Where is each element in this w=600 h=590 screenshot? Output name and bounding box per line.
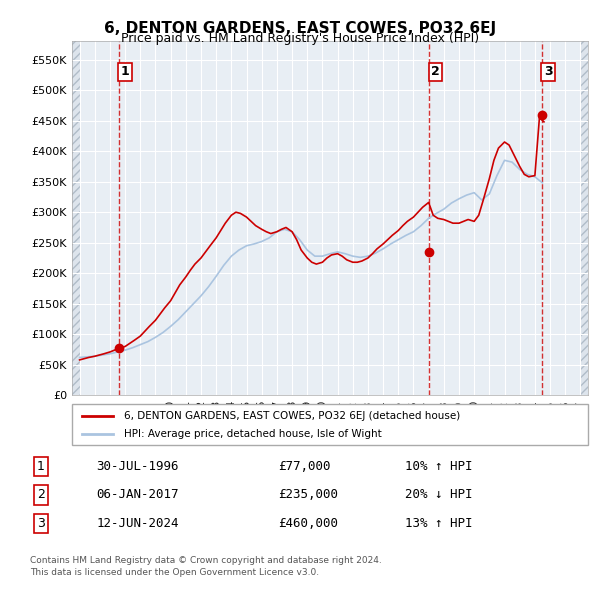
Bar bbox=[580, 41, 588, 395]
Text: 10% ↑ HPI: 10% ↑ HPI bbox=[406, 460, 473, 473]
Text: 3: 3 bbox=[544, 65, 553, 78]
Text: £77,000: £77,000 bbox=[278, 460, 331, 473]
Text: 6, DENTON GARDENS, EAST COWES, PO32 6EJ (detached house): 6, DENTON GARDENS, EAST COWES, PO32 6EJ … bbox=[124, 411, 460, 421]
Text: This data is licensed under the Open Government Licence v3.0.: This data is licensed under the Open Gov… bbox=[30, 568, 319, 576]
Text: Price paid vs. HM Land Registry's House Price Index (HPI): Price paid vs. HM Land Registry's House … bbox=[121, 32, 479, 45]
Text: 6, DENTON GARDENS, EAST COWES, PO32 6EJ: 6, DENTON GARDENS, EAST COWES, PO32 6EJ bbox=[104, 21, 496, 35]
Text: 20% ↓ HPI: 20% ↓ HPI bbox=[406, 489, 473, 502]
FancyBboxPatch shape bbox=[72, 404, 588, 445]
Text: HPI: Average price, detached house, Isle of Wight: HPI: Average price, detached house, Isle… bbox=[124, 429, 382, 439]
Text: £235,000: £235,000 bbox=[278, 489, 338, 502]
Text: 12-JUN-2024: 12-JUN-2024 bbox=[96, 517, 179, 530]
Text: 2: 2 bbox=[37, 489, 45, 502]
Text: 30-JUL-1996: 30-JUL-1996 bbox=[96, 460, 179, 473]
Text: 1: 1 bbox=[37, 460, 45, 473]
Text: £460,000: £460,000 bbox=[278, 517, 338, 530]
Bar bbox=[72, 41, 80, 395]
Text: 06-JAN-2017: 06-JAN-2017 bbox=[96, 489, 179, 502]
Text: 3: 3 bbox=[37, 517, 45, 530]
Text: 13% ↑ HPI: 13% ↑ HPI bbox=[406, 517, 473, 530]
Text: Contains HM Land Registry data © Crown copyright and database right 2024.: Contains HM Land Registry data © Crown c… bbox=[30, 556, 382, 565]
Text: 2: 2 bbox=[431, 65, 440, 78]
Text: 1: 1 bbox=[121, 65, 130, 78]
